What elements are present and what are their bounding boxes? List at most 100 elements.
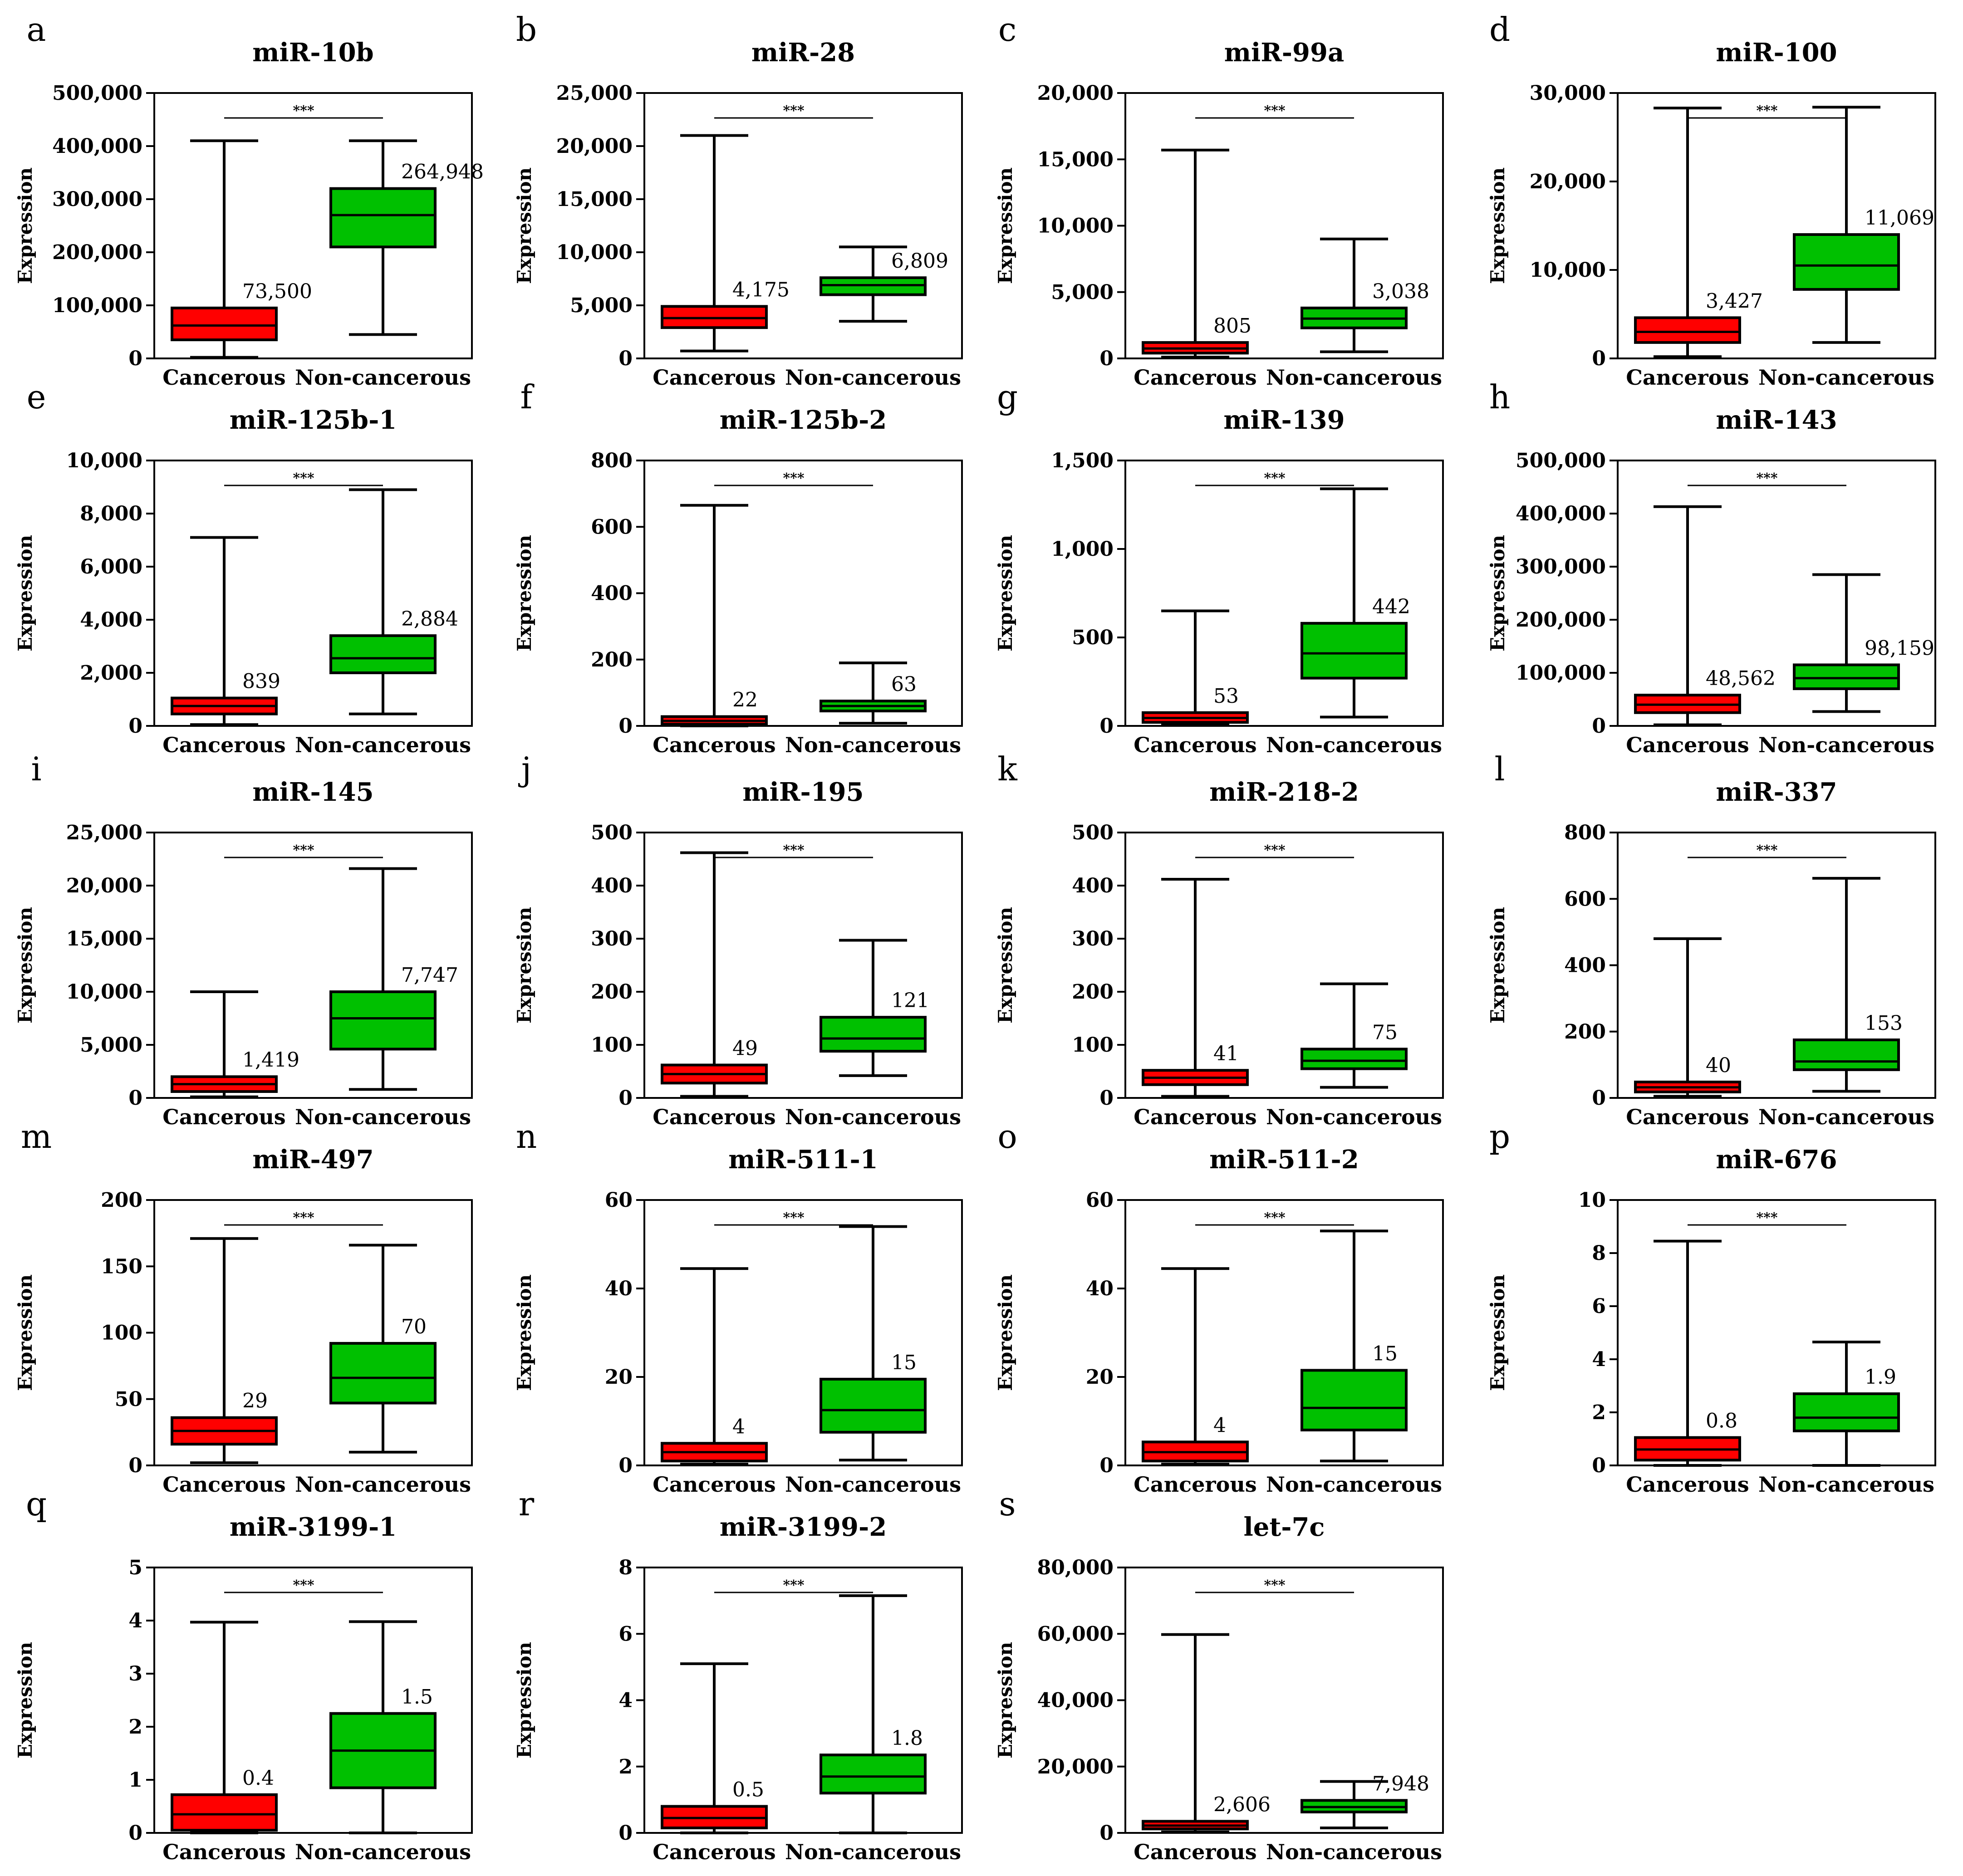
median-value-label: 0.8 (1706, 1410, 1737, 1433)
box-cancerous: 0.8 (1634, 1239, 1741, 1467)
y-axis-label: Expression (1487, 907, 1509, 1024)
significance-marker: *** (1264, 103, 1285, 119)
significance-marker: *** (1756, 842, 1777, 858)
y-tick-label: 3 (128, 1662, 142, 1685)
median-value-label: 1.9 (1865, 1366, 1896, 1389)
box-non-cancerous: 6,809 (820, 245, 948, 323)
panel-k: k miR-218-2 0 100 200 300 400 500 Expression 41 Ca… (994, 750, 1444, 1129)
box-cancerous: 0.4 (171, 1621, 278, 1834)
box-cancerous: 3,427 (1634, 107, 1763, 358)
y-tick-label: 20,000 (1037, 82, 1114, 105)
median-value-label: 1.8 (891, 1727, 923, 1750)
y-tick-label: 4 (128, 1609, 142, 1632)
category-label: Cancerous (653, 733, 775, 757)
y-tick-label: 60 (1086, 1189, 1114, 1212)
panel-letter: g (997, 378, 1018, 416)
plot-frame (1124, 1199, 1444, 1466)
panel-letter: k (997, 750, 1018, 788)
y-tick-label: 300,000 (52, 188, 142, 211)
plot-frame (153, 1567, 473, 1834)
y-tick-label: 0 (1099, 1822, 1114, 1845)
panel-o: o miR-511-2 0 20 40 60 Expression 4 Cancerous 15 N… (994, 1117, 1444, 1497)
y-tick-label: 15,000 (66, 927, 142, 950)
category-label: Cancerous (162, 1472, 285, 1497)
y-tick-label: 600 (1564, 887, 1606, 911)
y-tick-label: 200,000 (1516, 608, 1606, 632)
category-label: Cancerous (162, 733, 285, 757)
y-axis-label: Expression (513, 1274, 535, 1391)
y-tick-label: 40 (605, 1277, 633, 1300)
y-tick-label: 400,000 (52, 135, 142, 158)
y-tick-label: 0 (618, 1822, 633, 1845)
y-tick-label: 400,000 (1516, 502, 1606, 525)
y-axis-label: Expression (513, 907, 535, 1024)
y-tick-label: 4 (1592, 1348, 1606, 1371)
box-cancerous: 40 (1634, 937, 1741, 1098)
iqr-box (1793, 663, 1900, 691)
median-value-label: 75 (1372, 1021, 1398, 1044)
panel-e: e miR-125b-1 0 2,000 4,000 6,000 8,000 10,000 Ex… (14, 378, 473, 757)
iqr-box (1300, 622, 1408, 680)
median-value-label: 0.5 (732, 1778, 764, 1802)
median-value-label: 48,562 (1706, 667, 1776, 690)
panel-a: a miR-10b 0 100,000 200,000 300,000 400,000 500… (14, 10, 484, 390)
y-tick-label: 20,000 (556, 135, 633, 158)
panel-letter: b (516, 10, 537, 49)
panel-letter: r (519, 1485, 535, 1523)
box-cancerous: 29 (171, 1237, 278, 1465)
y-tick-label: 6,000 (80, 555, 142, 578)
y-tick-label: 100,000 (1516, 661, 1606, 685)
box-cancerous: 4 (661, 1267, 768, 1466)
median-value-label: 73,500 (242, 280, 312, 303)
y-tick-label: 6 (1592, 1295, 1606, 1318)
y-tick-label: 4,000 (80, 608, 142, 632)
y-tick-label: 10,000 (1530, 259, 1606, 282)
category-label: Non-cancerous (295, 733, 471, 757)
panel-letter: n (516, 1117, 537, 1156)
box-cancerous: 2,606 (1142, 1633, 1271, 1833)
significance-marker: *** (1264, 470, 1285, 486)
significance-marker: *** (783, 103, 804, 119)
y-tick-label: 0 (1099, 1454, 1114, 1477)
median-value-label: 22 (732, 689, 758, 712)
panel-title: miR-99a (1224, 38, 1345, 68)
y-axis-label: Expression (994, 535, 1016, 651)
category-label: Non-cancerous (1266, 1472, 1442, 1497)
panel-letter: h (1489, 378, 1510, 416)
box-cancerous: 805 (1142, 148, 1251, 359)
y-tick-label: 200,000 (52, 241, 142, 264)
median-value-label: 1,419 (242, 1048, 299, 1072)
box-non-cancerous: 63 (820, 661, 927, 725)
iqr-box (329, 1342, 437, 1405)
category-label: Cancerous (162, 1840, 285, 1864)
y-tick-label: 0 (1592, 1087, 1606, 1110)
box-non-cancerous: 11,069 (1793, 106, 1934, 344)
significance-marker: *** (783, 1577, 804, 1593)
y-tick-label: 500 (591, 821, 633, 844)
iqr-box (1793, 233, 1900, 291)
y-tick-label: 0 (1099, 347, 1114, 370)
category-label: Cancerous (1134, 1840, 1256, 1864)
box-cancerous: 4 (1142, 1267, 1249, 1466)
panel-letter: s (999, 1485, 1016, 1523)
panel-title: miR-3199-1 (230, 1512, 397, 1542)
significance-marker: *** (783, 470, 804, 486)
y-tick-label: 0 (128, 1087, 142, 1110)
y-tick-label: 50 (115, 1388, 142, 1411)
category-label: Non-cancerous (785, 733, 961, 757)
median-value-label: 4,175 (732, 278, 790, 301)
panel-m: m miR-497 0 50 100 150 200 Expression 29 Cancerou… (14, 1117, 473, 1497)
category-label: Cancerous (1626, 365, 1749, 390)
y-tick-label: 10,000 (66, 449, 142, 472)
y-tick-label: 80,000 (1037, 1556, 1114, 1579)
iqr-box (1634, 316, 1741, 344)
panel-s: s let-7c 0 20,000 40,000 60,000 80,000 Expressi… (994, 1485, 1444, 1864)
y-tick-label: 1,000 (1051, 538, 1114, 561)
box-cancerous: 0.5 (661, 1662, 768, 1834)
panel-title: miR-676 (1716, 1145, 1837, 1175)
significance-marker: *** (1264, 1577, 1285, 1593)
iqr-box (329, 187, 437, 249)
median-value-label: 4 (732, 1415, 745, 1438)
panel-c: c miR-99a 0 5,000 10,000 15,000 20,000 Expressi… (994, 10, 1444, 390)
significance-marker: *** (783, 842, 804, 858)
